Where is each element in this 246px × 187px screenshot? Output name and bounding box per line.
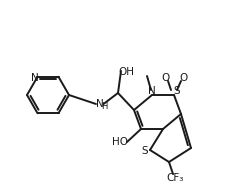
Text: H: H <box>101 102 108 111</box>
Text: O: O <box>180 73 188 83</box>
Text: S: S <box>142 146 148 156</box>
Text: S: S <box>174 85 180 96</box>
Text: O: O <box>161 73 169 83</box>
Text: N: N <box>96 99 104 109</box>
Text: N: N <box>31 73 38 83</box>
Text: HO: HO <box>112 137 128 147</box>
Text: OH: OH <box>118 67 134 77</box>
Text: N: N <box>148 85 156 96</box>
Text: CF₃: CF₃ <box>166 173 184 183</box>
